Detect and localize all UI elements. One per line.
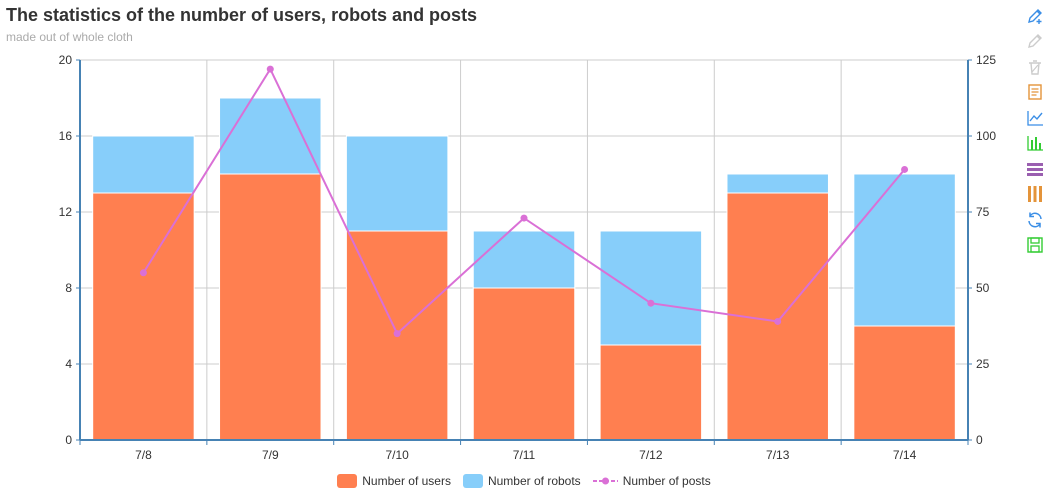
save-image-button[interactable] (1024, 233, 1046, 259)
tiled-button[interactable] (1024, 182, 1046, 208)
line-chart-button[interactable] (1024, 105, 1046, 131)
legend-item-posts[interactable]: Number of posts (592, 474, 711, 488)
bar-robots (345, 135, 449, 232)
bar-users (219, 173, 322, 441)
chart-subtitle: made out of whole cloth (6, 30, 133, 44)
legend-label-robots: Number of robots (487, 474, 581, 488)
legend-item-users[interactable]: Number of users (337, 474, 451, 488)
y-left-tick-label: 8 (65, 281, 72, 295)
y-left-tick-label: 20 (59, 53, 73, 67)
y-right-tick-label: 125 (976, 53, 996, 67)
point-posts (647, 299, 655, 307)
chart-legend: Number of users Number of robots Number … (0, 474, 1048, 488)
mark-icon (1028, 8, 1042, 24)
x-tick-label: 7/13 (766, 448, 790, 462)
data-view-button[interactable] (1024, 80, 1046, 106)
bar-chart-icon (1027, 136, 1043, 151)
y-left-tick-label: 16 (59, 129, 73, 143)
data-view-icon (1028, 84, 1042, 100)
mark-clear-icon (1029, 60, 1041, 75)
point-posts (774, 317, 782, 325)
mark-button[interactable] (1024, 3, 1046, 29)
bar-robots (472, 230, 576, 289)
bar-users (853, 325, 956, 441)
x-tick-label: 7/12 (639, 448, 663, 462)
save-image-icon (1027, 237, 1043, 253)
x-tick-label: 7/14 (893, 448, 917, 462)
y-right-tick-label: 25 (976, 357, 990, 371)
legend-label-posts: Number of posts (622, 474, 711, 488)
restore-button[interactable] (1024, 207, 1046, 233)
x-tick-label: 7/11 (513, 448, 536, 462)
y-right-tick-label: 50 (976, 281, 990, 295)
x-tick-label: 7/9 (262, 448, 279, 462)
bar-robots (726, 173, 829, 194)
bar-users (599, 344, 703, 441)
bar-users (472, 287, 576, 441)
legend-item-robots[interactable]: Number of robots (462, 474, 581, 488)
bar-users (92, 192, 195, 441)
y-left-tick-label: 0 (65, 433, 72, 447)
tiled-icon (1028, 186, 1042, 203)
chart-title: The statistics of the number of users, r… (6, 5, 478, 25)
bar-chart-button[interactable] (1024, 131, 1046, 157)
point-posts (520, 214, 528, 222)
mark-undo-button[interactable] (1024, 29, 1046, 55)
legend-swatch-posts (592, 477, 618, 485)
line-chart-icon (1027, 110, 1043, 126)
bar-robots (599, 230, 703, 346)
stack-button[interactable] (1024, 156, 1046, 182)
legend-swatch-robots (462, 474, 483, 488)
point-posts (266, 65, 274, 73)
mark-undo-icon (1028, 34, 1042, 49)
toolbox (1024, 3, 1046, 258)
stack-icon (1027, 162, 1043, 176)
bar-robots (92, 135, 195, 194)
point-posts (139, 269, 147, 277)
mark-clear-button[interactable] (1024, 54, 1046, 80)
y-right-tick-label: 75 (976, 205, 990, 219)
bar-robots (219, 97, 322, 175)
legend-swatch-users (337, 474, 358, 488)
y-right-tick-label: 100 (976, 129, 996, 143)
chart-plot: 0 4 8 12 16 20 0 25 50 75 100 125 7/8 7/9 7/10 7/11 7/12… (59, 53, 997, 462)
y-right-tick-label: 0 (976, 433, 983, 447)
x-tick-label: 7/8 (135, 448, 152, 462)
restore-icon (1028, 212, 1042, 228)
point-posts (901, 165, 909, 173)
x-tick-label: 7/10 (385, 448, 409, 462)
y-left-tick-label: 12 (59, 205, 73, 219)
y-left-tick-label: 4 (65, 357, 72, 371)
bar-robots (853, 173, 956, 327)
legend-label-users: Number of users (362, 474, 451, 488)
point-posts (393, 330, 401, 338)
